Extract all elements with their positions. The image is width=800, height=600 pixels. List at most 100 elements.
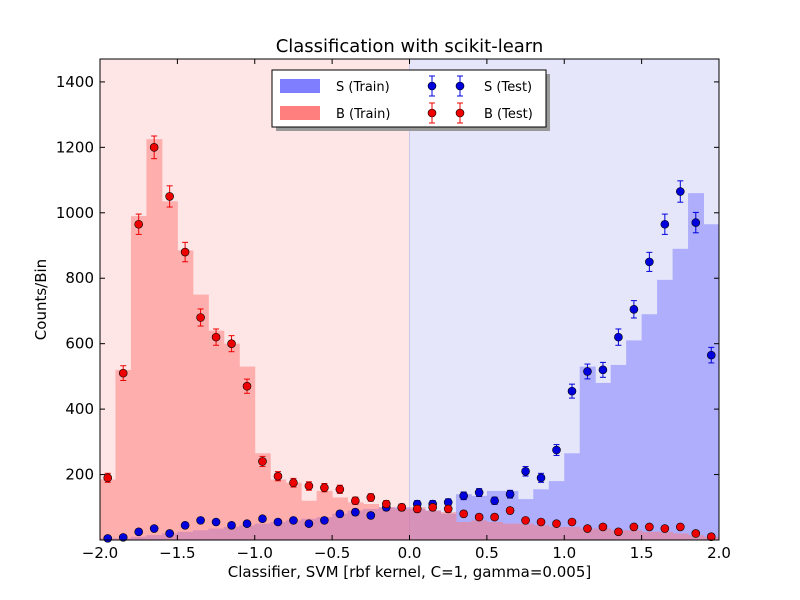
data-point bbox=[706, 532, 716, 542]
data-point bbox=[676, 522, 685, 532]
hist-bar bbox=[595, 528, 612, 540]
x-axis-label: Classifier, SVM [rbf kernel, C=1, gamma=… bbox=[228, 563, 591, 581]
hist-bar bbox=[316, 490, 333, 540]
marker bbox=[242, 519, 252, 528]
marker bbox=[227, 339, 236, 348]
marker bbox=[676, 187, 685, 196]
y-tick-label: 200 bbox=[65, 466, 94, 484]
data-point bbox=[691, 529, 701, 538]
marker bbox=[552, 445, 561, 455]
hist-bar bbox=[471, 520, 488, 540]
marker bbox=[490, 496, 499, 506]
data-point bbox=[165, 185, 174, 208]
hist-bar bbox=[440, 512, 457, 540]
marker bbox=[304, 481, 314, 491]
data-point bbox=[320, 483, 329, 493]
marker bbox=[645, 522, 654, 532]
legend-marker bbox=[455, 81, 465, 91]
marker bbox=[629, 305, 639, 314]
legend-entry: S (Train) bbox=[280, 79, 390, 95]
data-point bbox=[118, 533, 128, 542]
hist-bar bbox=[115, 369, 132, 540]
marker bbox=[118, 368, 128, 378]
marker bbox=[320, 483, 329, 492]
marker bbox=[505, 489, 515, 499]
data-point bbox=[474, 512, 484, 522]
hist-bar bbox=[100, 479, 116, 540]
y-tick-label: 600 bbox=[65, 335, 94, 353]
hist-bar bbox=[285, 482, 302, 540]
legend: S (Train) B (Train) S (Test) B (Test) bbox=[271, 69, 550, 131]
marker bbox=[335, 484, 345, 494]
data-point bbox=[459, 491, 468, 501]
marker bbox=[289, 516, 298, 525]
y-tick-label: 400 bbox=[65, 400, 94, 418]
x-tick-label: −1.0 bbox=[237, 544, 273, 562]
data-point bbox=[490, 496, 499, 506]
marker bbox=[567, 517, 577, 527]
marker bbox=[103, 534, 113, 543]
hist-bar bbox=[409, 507, 426, 540]
data-point bbox=[614, 328, 623, 346]
hist-bar bbox=[672, 533, 689, 540]
marker bbox=[598, 365, 608, 375]
y-tick-label: 1400 bbox=[56, 73, 94, 91]
hist-bar bbox=[688, 193, 705, 540]
hist-bar bbox=[595, 382, 612, 540]
data-point bbox=[366, 511, 376, 520]
marker bbox=[459, 491, 468, 501]
marker bbox=[196, 516, 205, 525]
x-tick-label: 0.5 bbox=[475, 544, 499, 562]
data-point bbox=[567, 383, 577, 399]
data-point bbox=[490, 512, 499, 522]
data-point bbox=[505, 489, 515, 499]
data-point bbox=[134, 527, 143, 537]
legend-label: S (Train) bbox=[336, 80, 390, 95]
data-point bbox=[614, 527, 623, 537]
plot-area: −2.0 −1.5 −1.0 −0.5 0.0 0.5 1.0 1.5 2.0 200 400 600… bbox=[56, 58, 731, 562]
marker bbox=[149, 524, 159, 533]
marker bbox=[320, 516, 329, 525]
hist-bar bbox=[192, 294, 209, 540]
data-point bbox=[273, 471, 283, 482]
data-point bbox=[335, 509, 345, 519]
marker bbox=[273, 471, 283, 481]
hist-bar bbox=[502, 523, 519, 540]
hist-bar bbox=[486, 522, 503, 540]
x-tick-label: 1.0 bbox=[552, 544, 576, 562]
legend-entry: B (Test) bbox=[427, 102, 533, 124]
data-point bbox=[242, 378, 252, 394]
data-point bbox=[660, 213, 670, 235]
data-point bbox=[583, 363, 592, 380]
legend-marker bbox=[455, 108, 465, 118]
marker bbox=[366, 511, 376, 520]
points-series-b-test bbox=[103, 135, 716, 542]
marker bbox=[180, 247, 190, 257]
data-point bbox=[227, 335, 236, 353]
y-tick-label: 1000 bbox=[56, 204, 94, 222]
marker bbox=[165, 192, 174, 201]
hist-bar bbox=[424, 510, 441, 540]
hist-bar bbox=[672, 248, 689, 540]
hist-bar bbox=[223, 343, 240, 540]
data-point bbox=[118, 365, 128, 382]
x-tick-label: −2.0 bbox=[82, 544, 118, 562]
data-point bbox=[289, 477, 298, 488]
marker bbox=[552, 519, 561, 528]
marker bbox=[134, 527, 143, 537]
hist-bar bbox=[208, 330, 225, 540]
hist-bar bbox=[378, 507, 395, 540]
marker bbox=[614, 332, 623, 342]
data-point bbox=[258, 455, 267, 468]
marker bbox=[660, 219, 670, 229]
marker bbox=[134, 219, 143, 229]
data-point bbox=[521, 516, 530, 525]
marker bbox=[227, 520, 236, 530]
y-tick-label: 800 bbox=[65, 269, 94, 287]
y-tick-label: 1200 bbox=[56, 138, 94, 156]
data-point bbox=[552, 444, 561, 456]
marker bbox=[505, 506, 515, 515]
x-tick-label: −0.5 bbox=[314, 544, 350, 562]
hist-bar bbox=[517, 523, 534, 540]
data-point bbox=[660, 524, 670, 533]
